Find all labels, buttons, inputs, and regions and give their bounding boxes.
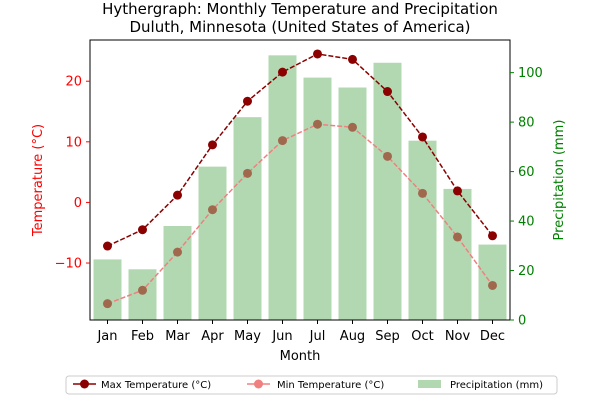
plot-frame (89, 39, 511, 321)
x-tick-label: Feb (131, 329, 154, 344)
legend-min-temp-marker (254, 379, 263, 389)
min-temp-point (138, 285, 147, 295)
x-tick-label: Oct (411, 329, 433, 344)
precipitation-bar (233, 117, 262, 320)
y-axis-left-label: Temperature (°C) (31, 124, 46, 237)
min-temp-point (103, 299, 112, 309)
x-tick-label: Jul (309, 329, 326, 344)
precipitation-bar (198, 166, 227, 320)
min-temp-point (418, 188, 427, 198)
precipitation-bar (408, 140, 437, 320)
y-right-tick-label: 80 (518, 116, 535, 131)
y-left-tick-label: −10 (55, 257, 82, 272)
y-axis-right-label: Precipitation (mm) (552, 120, 567, 241)
min-temp-point (243, 168, 252, 178)
min-temp-point (383, 151, 392, 161)
min-temp-point (173, 247, 182, 257)
precipitation-bar (338, 87, 367, 321)
x-tick-label: Nov (445, 329, 471, 344)
min-temp-point (313, 119, 322, 129)
max-temp-point (348, 54, 357, 64)
precipitation-bar (268, 55, 297, 321)
max-temp-point (383, 87, 392, 97)
legend-max-temp-marker (80, 379, 89, 389)
precipitation-bar (443, 188, 472, 320)
legend-precipitation-label: Precipitation (mm) (450, 380, 543, 391)
x-tick-label: Apr (201, 329, 224, 344)
max-temp-point (453, 186, 462, 196)
x-tick-label: Dec (480, 329, 505, 344)
max-temp-point (173, 190, 182, 200)
max-temp-line (107, 53, 494, 247)
axes: Jan Feb Mar Apr May Jun Jul Aug Sep Oct Nov Dec −10 0… (55, 39, 543, 344)
legend-min-temp-label: Min Temperature (°C) (277, 380, 384, 391)
max-temp-point (103, 241, 112, 251)
legend-max-temp-label: Max Temperature (°C) (101, 380, 211, 391)
x-tick-label: Jan (96, 329, 117, 344)
y-right-tick-label: 100 (518, 66, 543, 81)
precipitation-bar (93, 259, 122, 320)
x-tick-label: Mar (165, 329, 190, 344)
min-temp-point (278, 136, 287, 146)
y-right-tick-label: 60 (518, 165, 535, 180)
precipitation-bar (373, 62, 402, 320)
y-left-tick-label: 0 (74, 196, 82, 211)
max-temp-point (488, 231, 497, 241)
chart-title: Hythergraph: Monthly Temperature and Pre… (102, 0, 498, 18)
y-right-tick-label: 40 (518, 215, 535, 230)
min-temp-point (208, 205, 217, 215)
chart-subtitle: Duluth, Minnesota (United States of Amer… (130, 18, 471, 36)
min-temp-point (453, 232, 462, 242)
precipitation-bar (163, 226, 192, 320)
y-right-tick-label: 20 (518, 264, 535, 279)
max-temp-point (313, 49, 322, 59)
y-left-tick-label: 20 (65, 75, 82, 90)
precipitation-bar (303, 77, 332, 320)
min-temp-point (348, 122, 357, 132)
legend: Max Temperature (°C) Min Temperature (°C… (65, 375, 558, 395)
x-tick-label: May (234, 329, 261, 344)
max-temp-point (243, 96, 252, 106)
x-axis-label: Month (280, 349, 321, 364)
max-temp-point (208, 140, 217, 150)
y-left-tick-label: 10 (65, 135, 82, 150)
max-temp-point (278, 67, 287, 77)
x-tick-label: Aug (340, 329, 365, 344)
plot-area (93, 49, 507, 321)
min-temp-point (488, 280, 497, 290)
x-tick-label: Jun (271, 329, 292, 344)
legend-precipitation-swatch (418, 380, 441, 388)
y-right-tick-label: 0 (518, 314, 526, 329)
min-temp-line (107, 123, 494, 305)
title-group: Hythergraph: Monthly Temperature and Pre… (102, 0, 498, 36)
x-tick-label: Sep (375, 329, 400, 344)
max-temp-point (418, 132, 427, 142)
max-temp-point (138, 225, 147, 235)
